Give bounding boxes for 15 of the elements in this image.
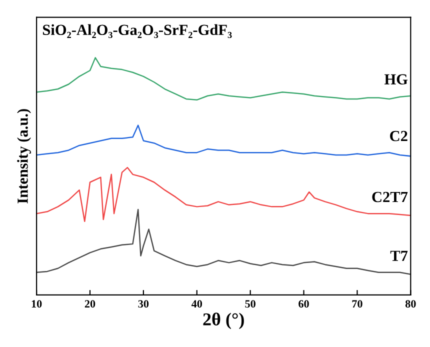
x-tick-label: 70 [352, 300, 362, 308]
x-axis-title: 2θ (°) [203, 312, 244, 330]
x-tick-label: 20 [84, 300, 96, 308]
y-axis-title: Intensity (a.u.) [17, 109, 31, 204]
series-label: HG [384, 74, 408, 84]
x-tick-label: 30 [138, 300, 149, 308]
x-tick-label: 60 [298, 300, 309, 308]
series-label: C2 [390, 130, 408, 142]
x-tick-label: 10 [32, 300, 42, 308]
x-tick-label: 80 [405, 300, 416, 308]
x-tick-label: 40 [191, 300, 202, 308]
series-label: T7 [390, 250, 408, 261]
chart-title: SiO₂-Al₂O₃-Ga₂O₃-SrF₂-GdF₃ [42, 24, 232, 38]
x-tick-label: 50 [245, 300, 256, 308]
series-label: C2T7 [372, 192, 408, 202]
